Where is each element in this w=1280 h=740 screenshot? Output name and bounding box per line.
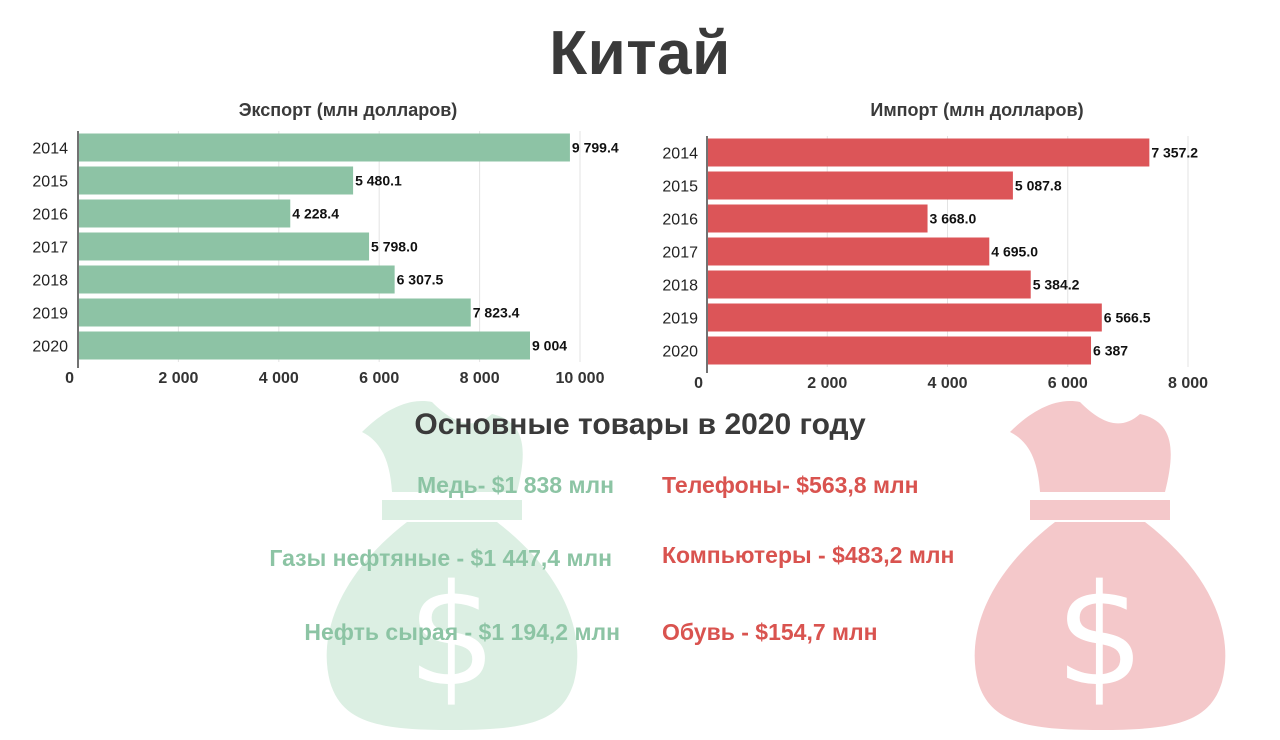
export-good-item: Нефть сырая - $1 194,2 млн bbox=[304, 619, 620, 645]
money-bag-icon: $ bbox=[974, 401, 1226, 730]
category-label-import: 2014 bbox=[662, 146, 698, 163]
bar-import bbox=[708, 303, 1102, 332]
category-label-import: 2018 bbox=[662, 278, 698, 295]
value-label-import: 7 357.2 bbox=[1151, 145, 1198, 161]
category-label-export: 2014 bbox=[32, 141, 68, 158]
bar-export bbox=[79, 298, 471, 327]
tick-label-export: 6 000 bbox=[359, 370, 399, 387]
value-label-import: 4 695.0 bbox=[991, 244, 1038, 260]
tick-label-export: 10 000 bbox=[556, 370, 605, 387]
bar-import bbox=[708, 237, 990, 266]
value-label-import: 6 566.5 bbox=[1104, 310, 1151, 326]
value-label-import: 5 087.8 bbox=[1015, 178, 1062, 194]
value-label-export: 9 799.4 bbox=[572, 140, 619, 156]
import-good-item: Телефоны- $563,8 млн bbox=[662, 472, 919, 498]
bar-export bbox=[79, 265, 395, 294]
svg-text:$: $ bbox=[1055, 555, 1144, 718]
category-label-import: 2017 bbox=[662, 245, 698, 262]
value-label-import: 6 387 bbox=[1093, 343, 1128, 359]
value-label-export: 4 228.4 bbox=[292, 206, 339, 222]
bar-import bbox=[708, 138, 1150, 167]
export-good-item: Газы нефтяные - $1 447,4 млн bbox=[269, 545, 612, 571]
bar-export bbox=[79, 133, 570, 162]
export-good-item: Медь- $1 838 млн bbox=[417, 472, 614, 498]
value-label-export: 5 480.1 bbox=[355, 173, 402, 189]
goods-title: Основные товары в 2020 году bbox=[414, 408, 866, 441]
value-label-export: 6 307.5 bbox=[397, 272, 444, 288]
chart-title-import: Импорт (млн долларов) bbox=[870, 100, 1083, 120]
bar-import bbox=[708, 336, 1092, 365]
category-label-export: 2020 bbox=[32, 339, 68, 356]
charts-canvas: Экспорт (млн долларов) 2014 9 799.4 2015 5 4… bbox=[32, 100, 1208, 392]
tick-label-export: 8 000 bbox=[460, 370, 500, 387]
chart-title-export: Экспорт (млн долларов) bbox=[239, 100, 458, 120]
category-label-import: 2015 bbox=[662, 179, 698, 196]
tick-label-export: 0 bbox=[65, 370, 74, 387]
bar-export bbox=[79, 166, 354, 195]
tick-label-import: 0 bbox=[694, 375, 703, 392]
tick-label-export: 2 000 bbox=[158, 370, 198, 387]
page-title: Китай bbox=[549, 19, 731, 88]
category-label-export: 2017 bbox=[32, 240, 68, 257]
value-label-export: 7 823.4 bbox=[473, 305, 520, 321]
tick-label-export: 4 000 bbox=[259, 370, 299, 387]
value-label-import: 5 384.2 bbox=[1033, 277, 1080, 293]
category-label-import: 2016 bbox=[662, 212, 698, 229]
bar-export bbox=[79, 199, 291, 228]
bar-import bbox=[708, 270, 1031, 299]
bar-import bbox=[708, 171, 1013, 200]
tick-label-import: 8 000 bbox=[1168, 375, 1208, 392]
import-good-item: Обувь - $154,7 млн bbox=[662, 619, 878, 645]
bar-import bbox=[708, 204, 928, 233]
tick-label-import: 6 000 bbox=[1048, 375, 1088, 392]
category-label-import: 2020 bbox=[662, 344, 698, 361]
value-label-export: 5 798.0 bbox=[371, 239, 418, 255]
import-good-item: Компьютеры - $483,2 млн bbox=[662, 542, 955, 568]
category-label-export: 2019 bbox=[32, 306, 68, 323]
tick-label-import: 4 000 bbox=[927, 375, 967, 392]
value-label-export: 9 004 bbox=[532, 338, 567, 354]
category-label-import: 2019 bbox=[662, 311, 698, 328]
svg-text:$: $ bbox=[407, 555, 496, 718]
tick-label-import: 2 000 bbox=[807, 375, 847, 392]
value-label-import: 3 668.0 bbox=[930, 211, 977, 227]
money-bag-icon: $ bbox=[326, 401, 578, 730]
category-label-export: 2018 bbox=[32, 273, 68, 290]
category-label-export: 2015 bbox=[32, 174, 68, 191]
category-label-export: 2016 bbox=[32, 207, 68, 224]
bar-export bbox=[79, 232, 370, 261]
bar-export bbox=[79, 331, 531, 360]
